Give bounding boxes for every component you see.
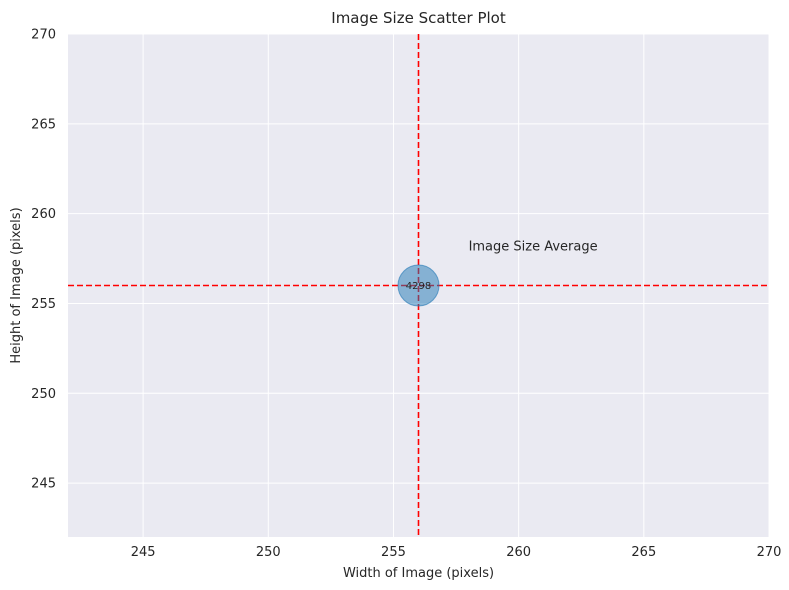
- x-tick-label: 245: [131, 545, 156, 560]
- x-tick-label: 265: [631, 545, 656, 560]
- chart-title: Image Size Scatter Plot: [331, 9, 506, 27]
- x-tick-labels: 245 250 255 260 265 270: [131, 545, 782, 560]
- y-tick-labels: 245 250 255 260 265 270: [31, 28, 56, 492]
- y-axis-title: Height of Image (pixels): [9, 207, 24, 363]
- x-tick-label: 255: [381, 545, 406, 560]
- x-axis-title: Width of Image (pixels): [343, 566, 494, 581]
- y-tick-label: 260: [31, 207, 56, 222]
- x-tick-label: 250: [256, 545, 281, 560]
- y-tick-label: 265: [31, 117, 56, 132]
- x-tick-label: 270: [757, 545, 782, 560]
- annotation-text: Image Size Average: [469, 239, 598, 254]
- y-tick-label: 245: [31, 477, 56, 492]
- y-tick-label: 255: [31, 297, 56, 312]
- data-points: 4298: [397, 264, 440, 307]
- scatter-point: [397, 264, 440, 307]
- y-tick-label: 250: [31, 387, 56, 402]
- y-tick-label: 270: [31, 28, 56, 43]
- x-tick-label: 260: [506, 545, 531, 560]
- point-count-label: 4298: [406, 281, 431, 292]
- reference-lines: [68, 34, 769, 537]
